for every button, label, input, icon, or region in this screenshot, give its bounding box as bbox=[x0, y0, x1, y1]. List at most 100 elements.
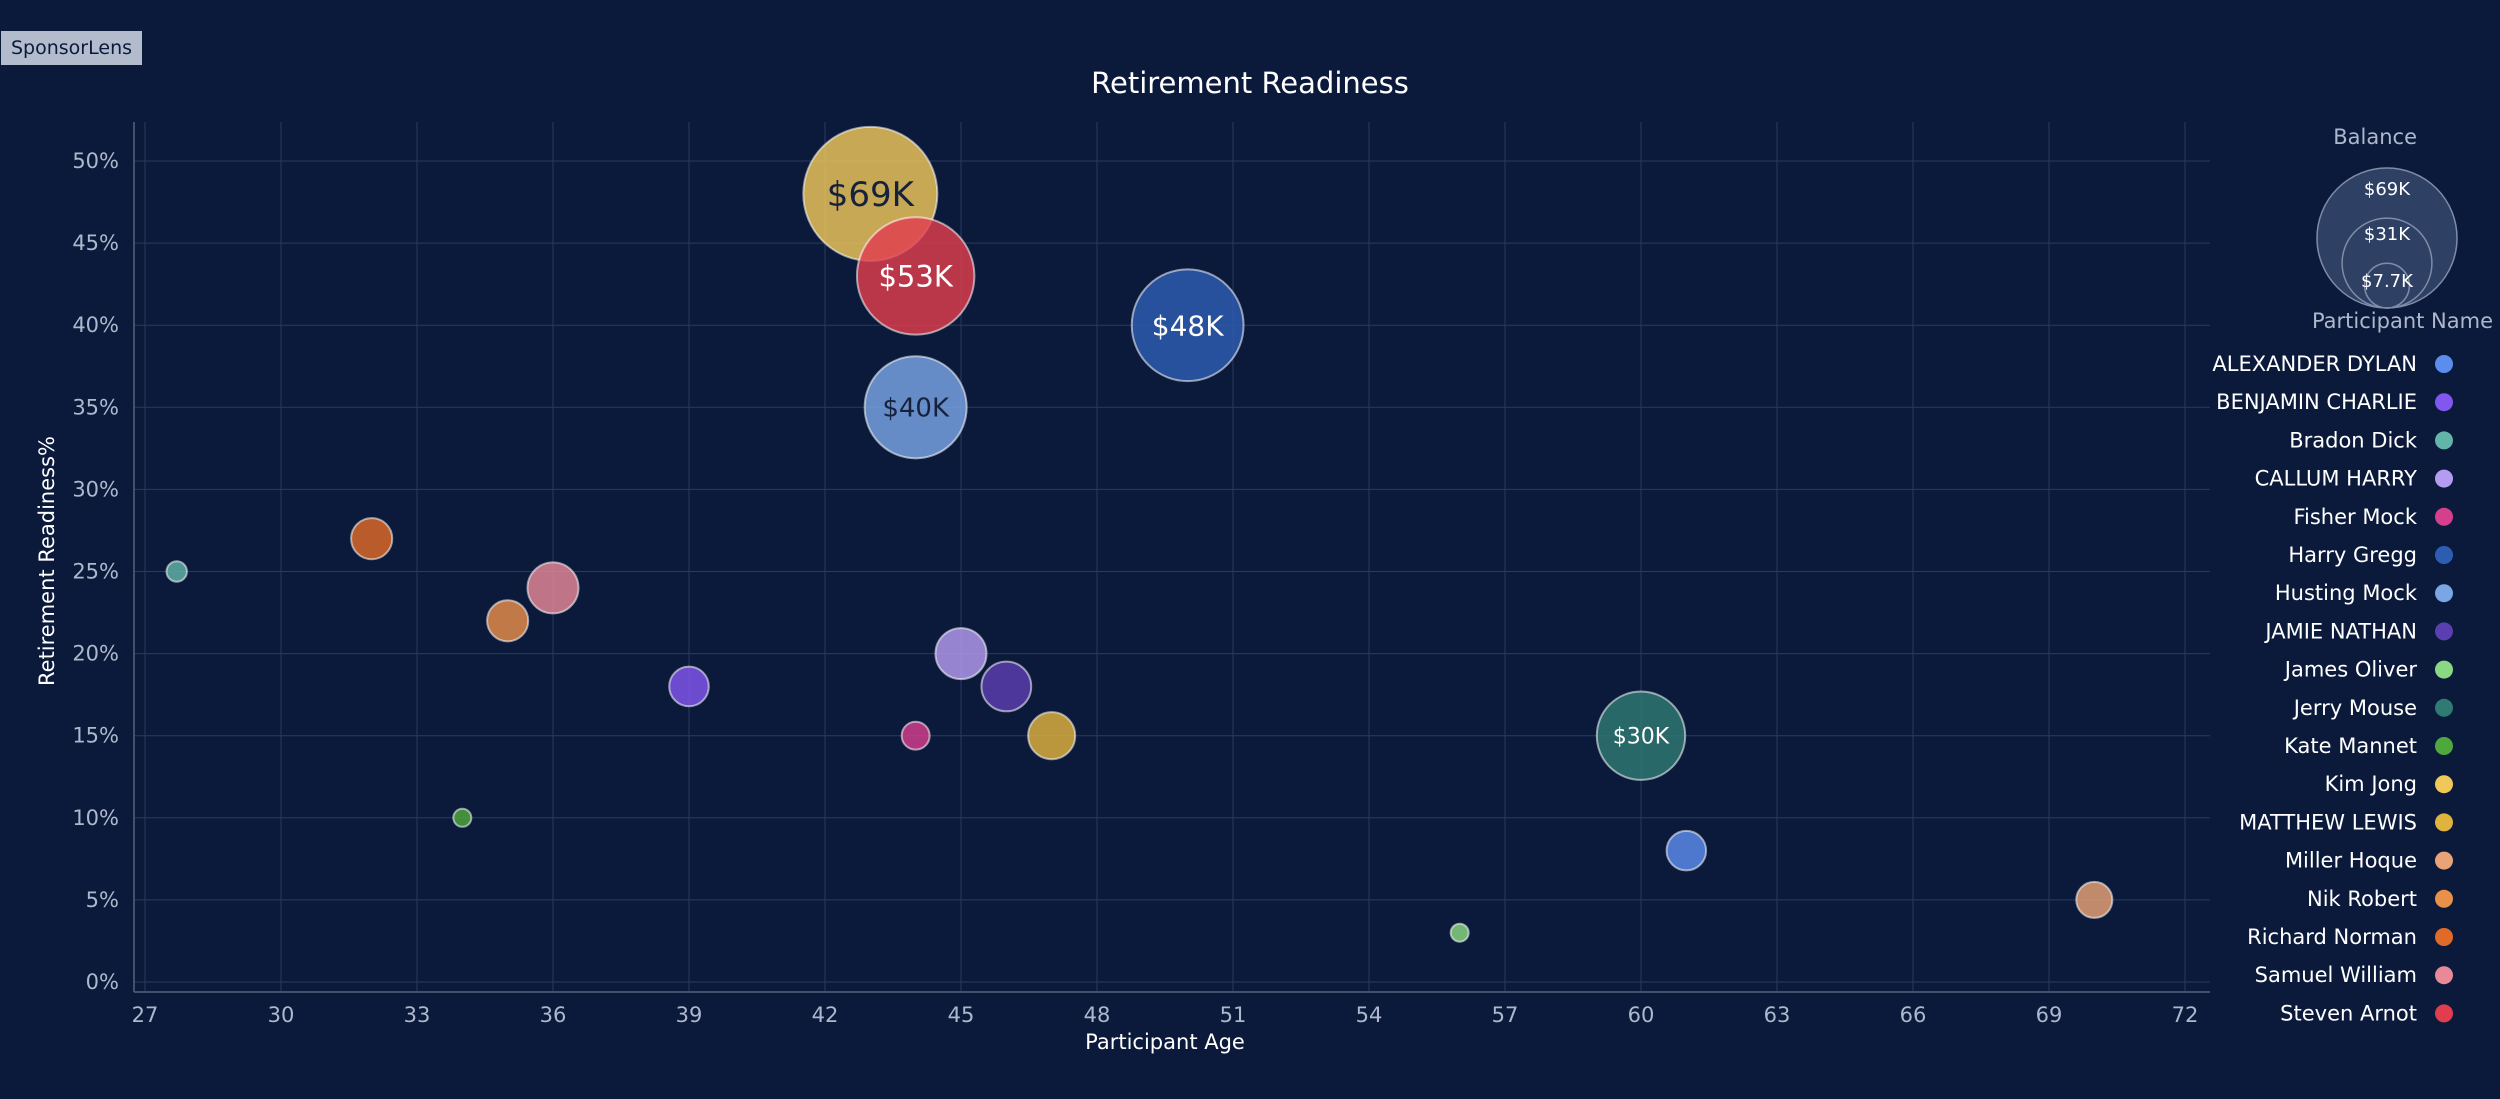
bubbles[interactable]: $69K $53K $48K $40K $30K bbox=[165, 125, 2114, 943]
x-tick-label: 30 bbox=[268, 1003, 295, 1027]
legend-item-label: Harry Gregg bbox=[2288, 543, 2417, 567]
legend-item-label: Jerry Mouse bbox=[2292, 696, 2417, 720]
axes: 27 30 33 36 39 42 45 48 51 54 57 60 63 66 69 72 0% 5% 10% 1… bbox=[35, 122, 2210, 1054]
legend-item-label: Husting Mock bbox=[2275, 581, 2418, 605]
legend-item-label: James Oliver bbox=[2283, 658, 2418, 682]
legend-swatch bbox=[2435, 584, 2453, 603]
legend-item-label: Samuel William bbox=[2255, 963, 2417, 987]
size-legend-label: $31K bbox=[2364, 224, 2411, 245]
x-tick-label: 66 bbox=[1900, 1003, 1927, 1027]
bubble-point[interactable] bbox=[1449, 922, 1470, 943]
x-tick-label: 39 bbox=[676, 1003, 703, 1027]
legend-swatch bbox=[2435, 546, 2453, 564]
legend-swatch bbox=[2435, 469, 2453, 488]
legend-swatch bbox=[2435, 622, 2453, 641]
x-tick-label: 45 bbox=[948, 1003, 975, 1027]
legend-swatch bbox=[2435, 393, 2453, 412]
y-tick-label: 35% bbox=[72, 395, 119, 419]
y-tick-label: 10% bbox=[72, 806, 119, 830]
legend-swatch bbox=[2435, 660, 2453, 679]
legend-swatch bbox=[2435, 775, 2453, 794]
bubble-point[interactable] bbox=[486, 599, 530, 643]
size-legend-label: $7.7K bbox=[2361, 271, 2414, 292]
legend-item-label: Fisher Mock bbox=[2293, 505, 2417, 529]
size-legend-label: $69K bbox=[2364, 179, 2411, 200]
legend-swatch bbox=[2435, 431, 2453, 450]
legend-swatch bbox=[2435, 813, 2453, 832]
bubble-point[interactable] bbox=[668, 665, 710, 708]
legend-swatch bbox=[2435, 355, 2453, 373]
x-tick-label: 69 bbox=[2036, 1003, 2063, 1027]
bubble-label: $40K bbox=[882, 394, 950, 424]
legend-item-label: Steven Arnot bbox=[2280, 1001, 2417, 1025]
legend-item-label: MATTHEW LEWIS bbox=[2239, 810, 2417, 834]
legend-swatch bbox=[2435, 698, 2453, 717]
legend-item-label: Kim Jong bbox=[2325, 772, 2417, 796]
bubble-point[interactable] bbox=[165, 560, 188, 583]
x-tick-label: 42 bbox=[812, 1003, 839, 1027]
bubble-label: $48K bbox=[1152, 309, 1224, 342]
y-tick-label: 30% bbox=[72, 477, 119, 501]
size-legend-title: Balance bbox=[2333, 125, 2417, 149]
legend-item-label: ALEXANDER DYLAN bbox=[2212, 352, 2417, 376]
legend-item-label: JAMIE NATHAN bbox=[2263, 619, 2417, 643]
legend-item-label: Nik Robert bbox=[2307, 887, 2417, 911]
legend-swatch bbox=[2435, 737, 2453, 755]
app-badge[interactable]: SponsorLens bbox=[1, 31, 143, 65]
bubble-point[interactable] bbox=[1595, 690, 1687, 781]
bubble-point[interactable] bbox=[2075, 880, 2114, 919]
bubble-label: $53K bbox=[878, 259, 953, 293]
legend-swatch bbox=[2435, 507, 2453, 526]
x-tick-label: 54 bbox=[1356, 1003, 1383, 1027]
bubble-point[interactable] bbox=[452, 807, 473, 828]
bubble-point[interactable] bbox=[934, 627, 988, 681]
legend-item-label: Richard Norman bbox=[2247, 925, 2417, 949]
legend-swatch bbox=[2435, 851, 2453, 870]
bubble-point[interactable] bbox=[863, 355, 968, 460]
legend-swatch bbox=[2435, 928, 2453, 946]
legend-item-label: CALLUM HARRY bbox=[2255, 467, 2418, 491]
size-legend-circle bbox=[2363, 262, 2411, 309]
x-tick-label: 48 bbox=[1084, 1003, 1111, 1027]
y-tick-label: 0% bbox=[86, 970, 119, 994]
color-legend-title: Participant Name bbox=[2312, 309, 2493, 333]
bubble-point[interactable] bbox=[855, 216, 976, 336]
y-tick-label: 50% bbox=[72, 149, 119, 173]
bubble-point[interactable] bbox=[526, 561, 580, 615]
legend: Balance $69K $31K $7.7K Participant Name ALEX… bbox=[2212, 125, 2493, 1025]
bubble-label: $69K bbox=[827, 175, 916, 215]
chart-title: Retirement Readiness bbox=[1091, 66, 1409, 100]
legend-swatch bbox=[2435, 1004, 2453, 1023]
x-tick-label: 72 bbox=[2172, 1003, 2199, 1027]
y-axis-title: Retirement Readiness% bbox=[35, 436, 59, 686]
legend-swatch bbox=[2435, 966, 2453, 985]
grid-lines bbox=[134, 122, 2210, 992]
x-tick-label: 51 bbox=[1220, 1003, 1247, 1027]
legend-item-label: BENJAMIN CHARLIE bbox=[2216, 390, 2417, 414]
y-tick-label: 40% bbox=[72, 313, 119, 337]
bubble-point[interactable] bbox=[1027, 711, 1077, 761]
bubble-point[interactable] bbox=[980, 660, 1033, 713]
x-tick-label: 36 bbox=[540, 1003, 567, 1027]
legend-swatch bbox=[2435, 889, 2453, 908]
x-tick-label: 63 bbox=[1764, 1003, 1791, 1027]
legend-item-label: Miller Hoque bbox=[2285, 849, 2417, 873]
y-tick-label: 25% bbox=[72, 560, 119, 584]
x-tick-label: 27 bbox=[132, 1003, 159, 1027]
y-tick-label: 15% bbox=[72, 724, 119, 748]
x-tick-label: 33 bbox=[404, 1003, 431, 1027]
y-tick-label: 5% bbox=[86, 888, 119, 912]
y-tick-label: 45% bbox=[72, 231, 119, 255]
legend-item-label: Kate Mannet bbox=[2284, 734, 2417, 758]
x-tick-label: 57 bbox=[1492, 1003, 1519, 1027]
bubble-point[interactable] bbox=[900, 720, 931, 751]
y-tick-label: 20% bbox=[72, 642, 119, 666]
legend-item-label: Bradon Dick bbox=[2289, 428, 2418, 452]
bubble-point[interactable] bbox=[1130, 268, 1245, 383]
bubble-point[interactable] bbox=[1665, 829, 1708, 872]
bubble-label: $30K bbox=[1613, 725, 1670, 750]
x-axis-title: Participant Age bbox=[1085, 1030, 1245, 1054]
bubble-point[interactable] bbox=[350, 517, 394, 561]
x-tick-label: 60 bbox=[1628, 1003, 1655, 1027]
